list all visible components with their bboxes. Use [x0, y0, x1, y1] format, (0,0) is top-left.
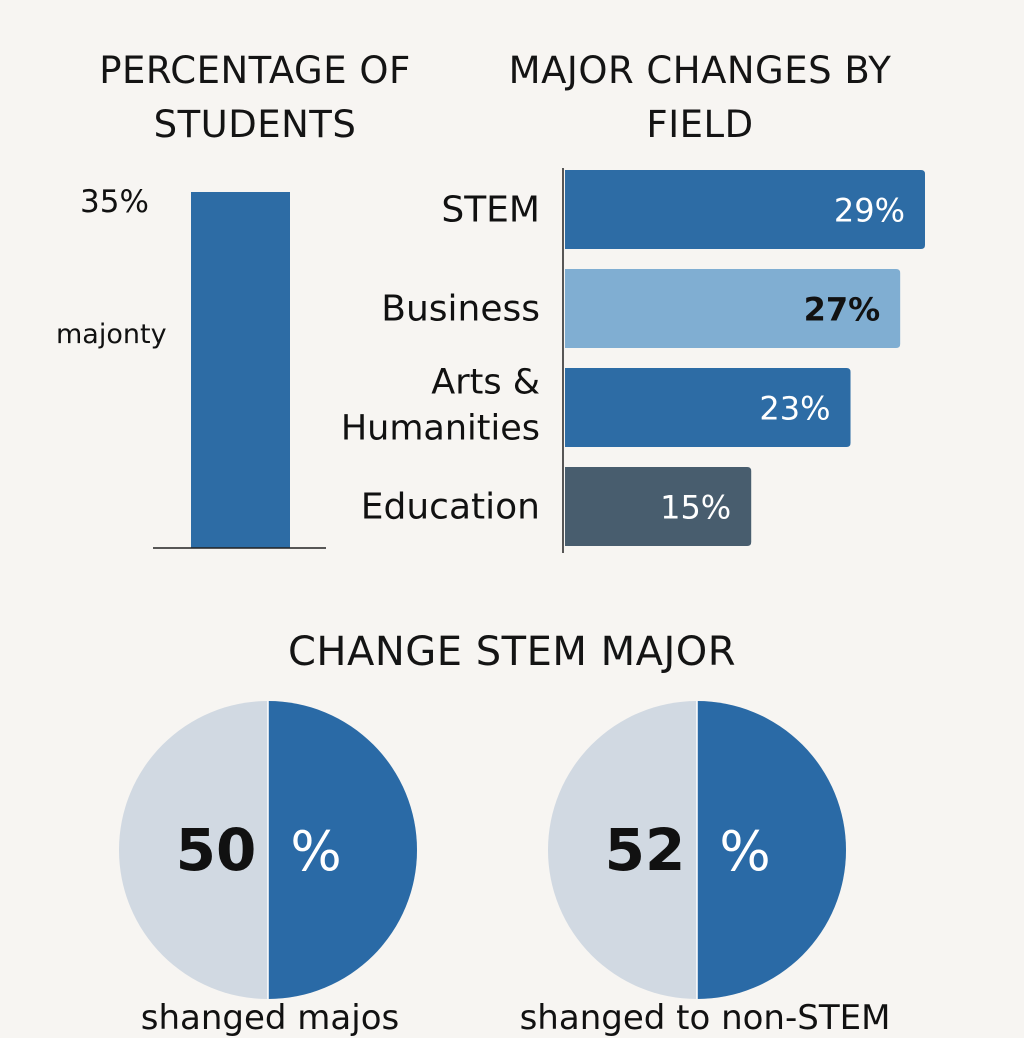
bar-majonty — [191, 192, 290, 548]
pie-percent-sign: % — [290, 820, 341, 883]
category-label: Humanities — [341, 409, 540, 449]
category-label: STEM — [441, 190, 540, 231]
category-label: Education — [361, 487, 540, 528]
pie-slice-highlight — [268, 701, 417, 999]
bottom-section-title: CHANGE STEM MAJOR — [287, 629, 737, 675]
bar-value-label: 35% — [80, 184, 149, 220]
bar-category-label: majonty — [56, 319, 167, 350]
bar-business — [565, 269, 901, 348]
category-label: Arts & — [431, 363, 540, 403]
major-changes-bar-chart: 29% STEM 27% Business 23% Arts & Humanities 15%… — [341, 168, 925, 553]
pie-caption-2: shanged to non-STEM — [519, 998, 891, 1038]
category-label: Business — [381, 289, 540, 330]
bar-stem — [565, 170, 925, 249]
bar-value-label: 15% — [660, 489, 731, 527]
left-chart-title: PERCENTAGE OF STUDENTS — [99, 49, 411, 146]
bar-value-label: 23% — [759, 390, 830, 428]
stem-change-pies: 50% 52% — [119, 701, 846, 999]
pie-value-label: 52 — [605, 816, 686, 884]
bar-arts-humanities — [565, 368, 851, 447]
bar-value-label: 29% — [834, 192, 905, 230]
pie-value-label: 50 — [176, 816, 257, 884]
pie-slice-highlight — [697, 701, 846, 999]
bar-education — [565, 467, 752, 546]
pie-caption-1: shanged majos — [140, 998, 400, 1038]
pie-percent-sign: % — [719, 820, 770, 883]
bar-value-label: 27% — [804, 291, 881, 329]
right-chart-title: MAJOR CHANGES BY FIELD — [508, 49, 892, 146]
percentage-bar-chart: 35% majonty — [56, 184, 326, 549]
